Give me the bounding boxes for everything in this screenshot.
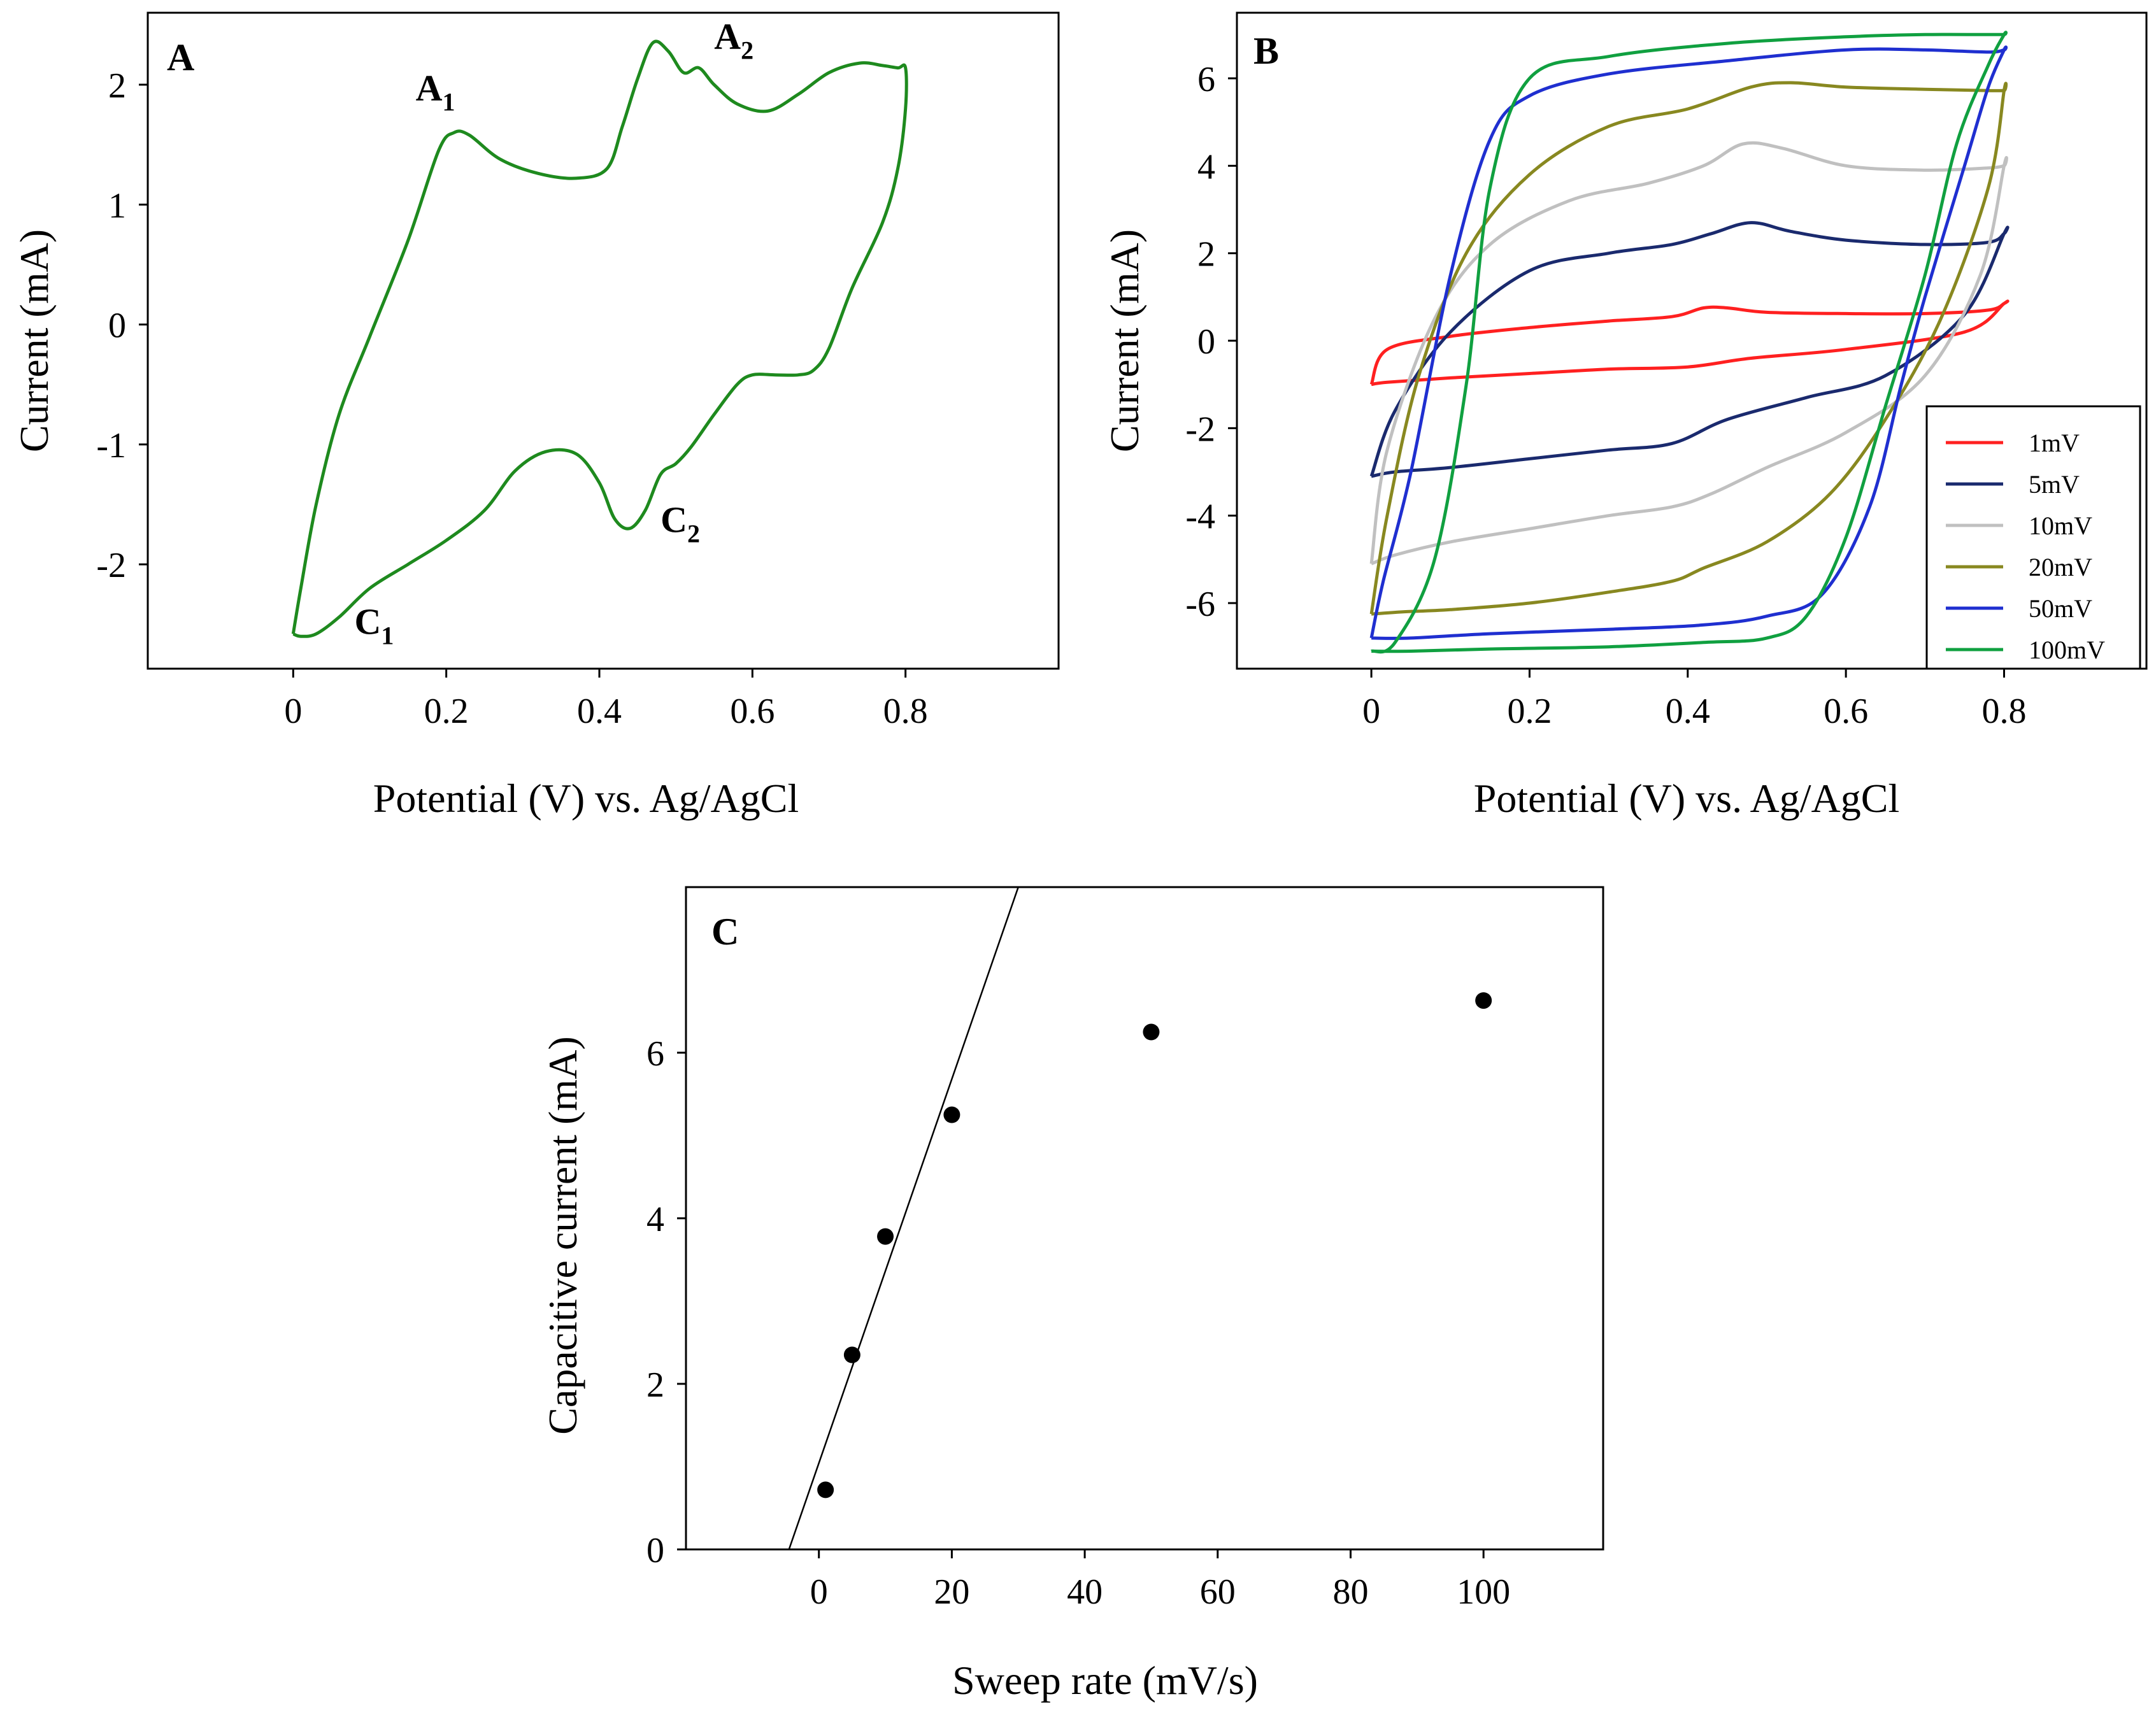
cv-curve-10mV <box>1369 141 2008 566</box>
panel-c: 0 20 40 60 80 100 0 2 4 6 C Sweep rate (mV/s) Cap… <box>540 886 1604 1703</box>
panel-a-x-tick-label: 0.6 <box>730 692 775 731</box>
panel-b-y-tick-label: 6 <box>1197 60 1215 99</box>
cv-curve-50mV <box>1369 45 2008 640</box>
panel-a-label: A <box>167 36 194 78</box>
data-point <box>1475 992 1492 1009</box>
panel-a-y-tick-label: 0 <box>108 306 126 346</box>
panel-c-y-axis-label: Capacitive current (mA) <box>540 1036 585 1435</box>
panel-b-series <box>1369 31 2010 654</box>
panel-b-y-tick-label: 4 <box>1197 147 1215 187</box>
cv-curve-5mV <box>1369 221 2010 478</box>
panel-a-x-axis-label: Potential (V) vs. Ag/AgCl <box>373 776 799 821</box>
panel-b-x-axis-label: Potential (V) vs. Ag/AgCl <box>1474 776 1899 821</box>
data-point <box>943 1106 960 1123</box>
panel-a-plot-frame <box>146 11 1060 670</box>
linear-fit-line <box>788 887 1019 1549</box>
panel-c-y-tick-label: 4 <box>646 1200 664 1239</box>
cv-curve-1mV <box>1369 299 2010 387</box>
panel-c-y-tick-label: 6 <box>646 1034 664 1074</box>
legend-entry: 20mV <box>2029 553 2092 581</box>
panel-c-x-tick-label: 100 <box>1457 1572 1510 1612</box>
panel-b-y-tick-label: -6 <box>1185 585 1215 624</box>
data-point <box>843 1346 860 1363</box>
panel-a: 0 0.2 0.4 0.6 0.8 -2 -1 0 1 2 A1 A2 C1 C2 A Potentia… <box>11 11 1060 821</box>
panel-c-y-tick-label: 0 <box>646 1531 664 1570</box>
panel-a-x-tick-label: 0.8 <box>883 692 928 731</box>
panel-b-x-tick-label: 0.2 <box>1507 692 1552 731</box>
panel-c-x-tick-label: 80 <box>1332 1572 1368 1612</box>
panel-a-x-tick-label: 0.4 <box>577 692 622 731</box>
panel-b-y-tick-label: -4 <box>1185 497 1215 537</box>
panel-b-ticks: 0 0.2 0.4 0.6 0.8 -6 -4 -2 0 2 4 6 <box>1185 60 2026 731</box>
panel-c-x-tick-label: 40 <box>1067 1572 1103 1612</box>
peak-label: C1 <box>354 601 394 650</box>
panel-c-fit <box>788 887 1019 1549</box>
panel-c-x-tick-label: 60 <box>1200 1572 1236 1612</box>
legend-entry: 100mV <box>2029 636 2105 664</box>
panel-b-y-tick-label: 0 <box>1197 322 1215 362</box>
legend-entry: 10mV <box>2029 511 2092 540</box>
legend-entry: 5mV <box>2029 470 2080 499</box>
legend-entry: 50mV <box>2029 594 2092 623</box>
panel-b-x-tick-label: 0.8 <box>1981 692 2026 731</box>
panel-c-x-axis-label: Sweep rate (mV/s) <box>952 1658 1258 1703</box>
data-point <box>817 1481 834 1498</box>
cv-curve-100mV <box>1371 31 2008 654</box>
panel-c-x-tick-label: 20 <box>934 1572 969 1612</box>
cv-curve <box>291 39 908 638</box>
peak-label: C2 <box>660 499 700 548</box>
panel-b-legend: 1mV 5mV 10mV 20mV 50mV 100mV <box>1925 405 2141 670</box>
panel-a-y-tick-label: -2 <box>96 546 126 585</box>
data-point <box>877 1228 894 1245</box>
legend-box <box>1925 405 2141 670</box>
panel-a-x-tick-label: 0 <box>284 692 302 731</box>
panel-a-x-tick-label: 0.2 <box>424 692 469 731</box>
panel-c-label: C <box>711 911 739 953</box>
panel-b-x-tick-label: 0.6 <box>1824 692 1868 731</box>
panel-a-y-tick-label: -1 <box>96 426 126 466</box>
peak-label: A1 <box>416 67 455 116</box>
panel-b: 0 0.2 0.4 0.6 0.8 -6 -4 -2 0 2 4 6 1mV 5mV 10mV 20mV 50… <box>1102 11 2148 821</box>
panel-b-y-tick-label: -2 <box>1185 409 1215 449</box>
panel-a-series <box>291 39 908 638</box>
panel-b-x-tick-label: 0 <box>1362 692 1380 731</box>
cv-curve-20mV <box>1369 81 2008 616</box>
panel-b-y-tick-label: 2 <box>1197 235 1215 274</box>
panel-a-annotations: A1 A2 C1 C2 <box>354 15 753 650</box>
panel-b-y-axis-label: Current (mA) <box>1102 229 1147 452</box>
panel-c-ticks: 0 20 40 60 80 100 0 2 4 6 <box>646 1034 1510 1612</box>
panel-a-y-tick-label: 1 <box>108 186 126 225</box>
panel-a-ticks: 0 0.2 0.4 0.6 0.8 -2 -1 0 1 2 <box>96 66 927 731</box>
legend-entry: 1mV <box>2029 429 2080 457</box>
panel-c-y-tick-label: 2 <box>646 1365 664 1405</box>
panel-c-points <box>817 992 1492 1498</box>
panel-b-x-tick-label: 0.4 <box>1666 692 1710 731</box>
panel-c-x-tick-label: 0 <box>810 1572 828 1612</box>
peak-label: A2 <box>714 15 753 64</box>
data-point <box>1143 1023 1160 1041</box>
panel-b-label: B <box>1253 30 1279 72</box>
panel-a-y-axis-label: Current (mA) <box>11 229 57 452</box>
panel-a-y-tick-label: 2 <box>108 66 126 106</box>
